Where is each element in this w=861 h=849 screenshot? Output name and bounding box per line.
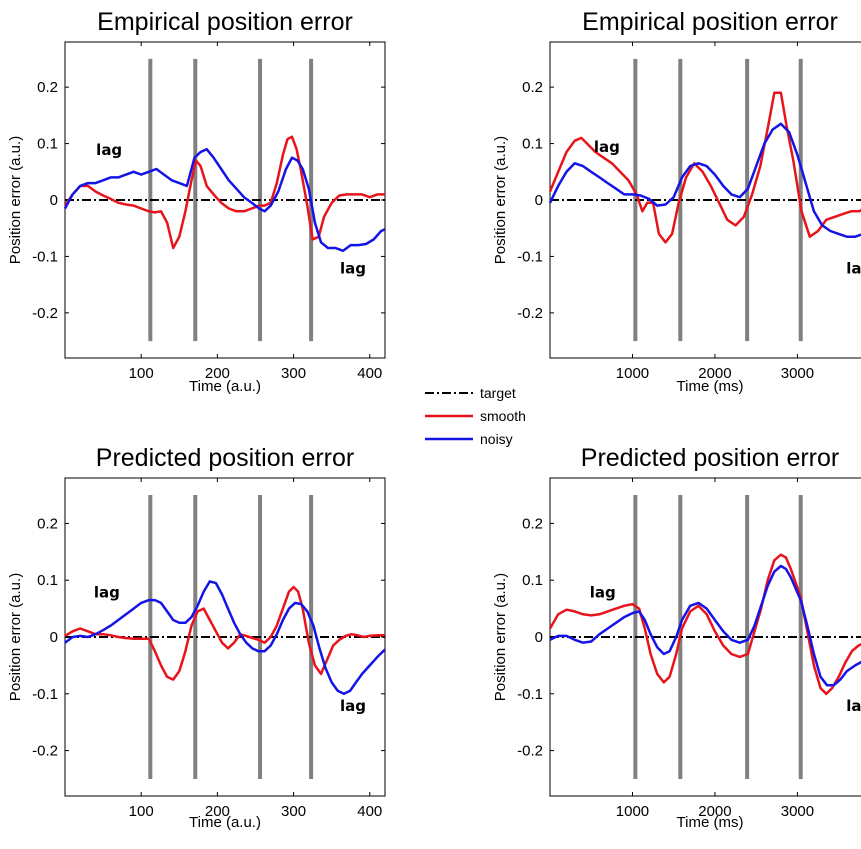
- x-tick-label: 300: [281, 803, 306, 820]
- y-tick-label: 0.2: [37, 79, 58, 96]
- y-tick-label: -0.1: [32, 248, 58, 265]
- panel-predicted-ms: Predicted position error -0.2 -0.1 0 0.1 0.2 1…: [492, 444, 861, 831]
- y-tick-label: -0.1: [32, 686, 58, 703]
- panel-empirical-ms: Empirical position error -0.2 -0.1 0 0.1 0.2 1…: [492, 8, 861, 395]
- legend: target smooth noisy: [425, 385, 526, 447]
- lag-annotation: lag: [846, 259, 861, 277]
- x-tick-label: 100: [129, 803, 154, 820]
- series-noisy: [549, 564, 861, 687]
- lag-annotation: lag: [590, 583, 616, 601]
- y-tick-label: 0.2: [522, 515, 543, 532]
- x-tick-label: 2000: [698, 365, 731, 382]
- y-tick-label: -0.2: [32, 743, 58, 760]
- chart-title: Predicted position error: [581, 444, 839, 472]
- legend-label-target: target: [480, 385, 516, 401]
- x-tick-label: 200: [205, 365, 230, 382]
- lag-annotation: lag: [94, 583, 120, 601]
- x-axis-label: Time (a.u.): [189, 814, 261, 831]
- lag-annotation: lag: [846, 697, 861, 715]
- series-noisy: [548, 122, 861, 238]
- lag-annotation: lag: [340, 259, 366, 277]
- legend-label-smooth: smooth: [480, 408, 526, 424]
- y-axis-label: Position error (a.u.): [7, 136, 24, 264]
- lag-annotation: lag: [96, 141, 122, 159]
- y-tick-label: -0.1: [517, 686, 543, 703]
- lag-annotation: lag: [594, 138, 620, 156]
- x-tick-label: 200: [205, 803, 230, 820]
- x-axis-label: Time (a.u.): [189, 378, 261, 395]
- y-tick-label: 0: [50, 629, 58, 646]
- y-tick-label: -0.2: [32, 305, 58, 322]
- y-tick-label: 0.2: [37, 515, 58, 532]
- x-tick-label: 100: [129, 365, 154, 382]
- series-smooth: [63, 135, 385, 250]
- y-tick-label: 0.1: [522, 136, 543, 153]
- chart-title: Predicted position error: [96, 444, 354, 472]
- series-noisy: [63, 147, 386, 253]
- y-tick-label: 0.2: [522, 79, 543, 96]
- y-axis-label: Position error (a.u.): [7, 573, 24, 701]
- x-tick-label: 2000: [698, 803, 731, 820]
- y-tick-label: 0.1: [522, 572, 543, 589]
- legend-label-noisy: noisy: [480, 431, 513, 447]
- series-noisy: [64, 580, 386, 696]
- x-tick-label: 3000: [781, 803, 814, 820]
- series-smooth: [64, 585, 385, 681]
- y-tick-label: -0.1: [517, 248, 543, 265]
- x-tick-label: 1000: [616, 803, 649, 820]
- y-axis-label: Position error (a.u.): [492, 573, 509, 701]
- panel-empirical-au: Empirical position error -0.2 -0.1 0 0.1 0.2 1…: [7, 8, 386, 395]
- y-tick-label: -0.2: [517, 743, 543, 760]
- y-tick-label: 0: [50, 192, 58, 209]
- chart-title: Empirical position error: [582, 8, 838, 36]
- lag-annotation: lag: [340, 697, 366, 715]
- series-smooth: [548, 91, 861, 244]
- x-axis-label: Time (ms): [677, 378, 744, 395]
- series-smooth: [548, 553, 861, 696]
- x-tick-label: 300: [281, 365, 306, 382]
- panel-predicted-au: Predicted position error -0.2 -0.1 0 0.1 0.2 1…: [7, 444, 386, 831]
- x-tick-label: 1000: [616, 365, 649, 382]
- chart-title: Empirical position error: [97, 8, 353, 36]
- x-axis-label: Time (ms): [677, 814, 744, 831]
- y-tick-label: 0: [535, 192, 543, 209]
- y-axis-label: Position error (a.u.): [492, 136, 509, 264]
- y-tick-label: 0.1: [37, 136, 58, 153]
- y-tick-label: 0: [535, 629, 543, 646]
- x-tick-label: 400: [357, 365, 382, 382]
- y-tick-label: 0.1: [37, 572, 58, 589]
- y-tick-label: -0.2: [517, 305, 543, 322]
- x-tick-label: 400: [357, 803, 382, 820]
- x-tick-label: 3000: [781, 365, 814, 382]
